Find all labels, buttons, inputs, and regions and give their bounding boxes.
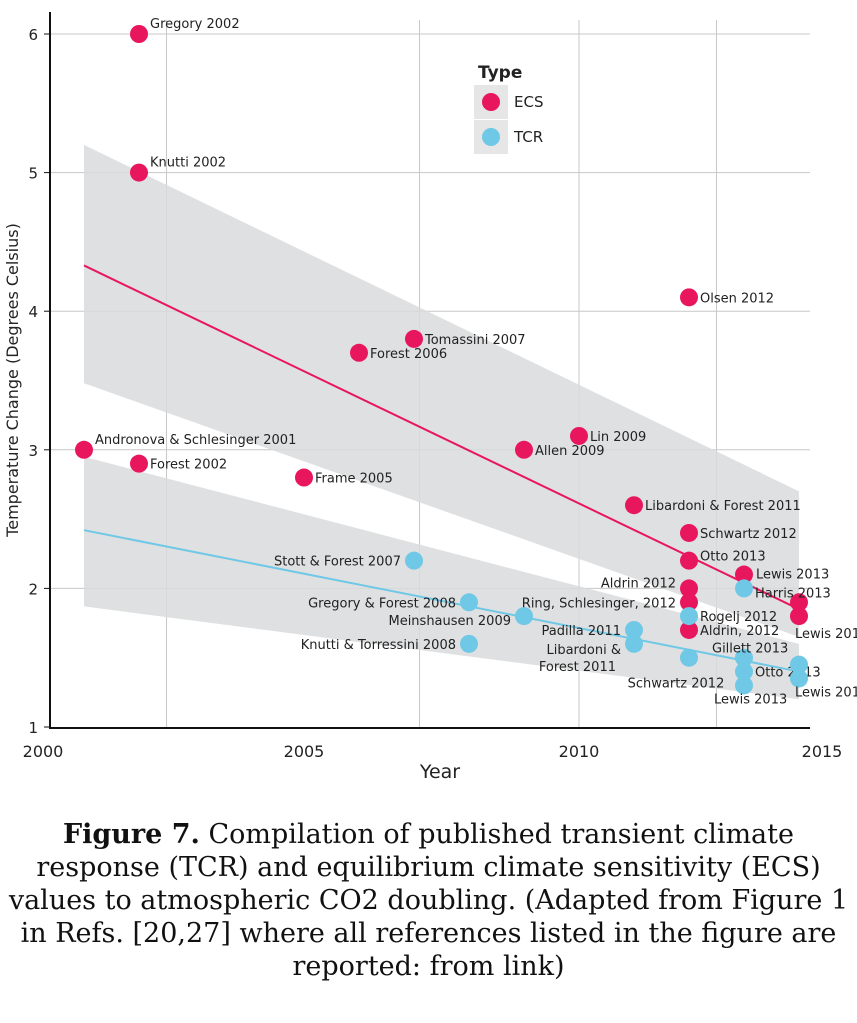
point-label: Forest 2002 (150, 458, 227, 473)
point-label: Lin 2009 (590, 430, 646, 445)
data-point-tcr (735, 676, 753, 695)
point-label: Olsen 2012 (700, 291, 774, 306)
point-label: Lewis 2013 (714, 692, 787, 707)
point-label: Tomassini 2007 (424, 333, 526, 348)
trend-line-ecs (83, 264, 800, 611)
data-point-ecs (515, 440, 533, 459)
trend-line-tcr (83, 529, 800, 673)
data-point-ecs (790, 593, 808, 612)
point-label: Harris 2013 (755, 586, 831, 601)
point-label: Lewis 2014 (795, 627, 857, 642)
data-point-ecs (680, 620, 698, 639)
data-point-ecs (680, 523, 698, 542)
y-tick-label: 1 (28, 719, 38, 737)
data-point-tcr (735, 662, 753, 681)
point-label: Lewis 2013 (756, 568, 829, 583)
legend-marker-ecs (482, 93, 500, 111)
data-point-tcr (405, 551, 423, 570)
x-tick-label: 2010 (559, 742, 600, 761)
point-label: Lewis 2014 (795, 685, 857, 700)
legend-label-ecs: ECS (514, 93, 543, 111)
data-point-ecs (350, 343, 368, 362)
caption-text: Compilation of published transient clima… (8, 819, 849, 982)
data-point-tcr (515, 607, 533, 626)
confidence-band-ecs (84, 144, 799, 637)
data-point-ecs (680, 288, 698, 307)
point-label: Otto 2013 (700, 550, 766, 565)
y-tick-label: 6 (28, 26, 38, 44)
figure-caption: Figure 7. Compilation of published trans… (0, 818, 857, 983)
confidence-band-tcr (84, 456, 799, 700)
data-point-tcr (735, 579, 753, 598)
point-label: Schwartz 2012 (628, 677, 725, 692)
point-label: Forest 2006 (370, 347, 447, 362)
y-tick-label: 2 (28, 580, 38, 598)
point-label: Gregory 2002 (150, 17, 240, 32)
data-point-ecs (75, 440, 93, 459)
data-point-ecs (680, 593, 698, 612)
point-label: Libardoni & Forest 2011 (645, 499, 801, 514)
x-tick-label: 2005 (284, 742, 325, 761)
point-label: Ring, Schlesinger, 2012 (522, 596, 676, 611)
point-label: Otto 2013 (755, 666, 821, 681)
point-label: Knutti & Torressini 2008 (301, 638, 456, 653)
legend-title: Type (478, 63, 522, 83)
point-label: Knutti 2002 (150, 156, 226, 171)
point-label: Allen 2009 (535, 444, 605, 459)
y-tick-label: 4 (28, 303, 38, 321)
point-label: Meinshausen 2009 (388, 614, 511, 629)
point-label: Gregory & Forest 2008 (308, 596, 456, 611)
data-point-ecs (405, 329, 423, 348)
legend-label-tcr: TCR (513, 128, 543, 146)
point-label: Aldrin 2012 (601, 576, 676, 591)
data-point-tcr (625, 620, 643, 639)
x-tick-label: 2000 (23, 742, 64, 761)
point-label: Andronova & Schlesinger 2001 (95, 433, 296, 448)
data-point-tcr (790, 655, 808, 674)
data-point-ecs (790, 607, 808, 626)
y-axis-title: Temperature Change (Degrees Celsius) (3, 223, 22, 538)
y-tick-label: 3 (28, 442, 38, 460)
data-point-ecs (680, 579, 698, 598)
data-point-ecs (625, 496, 643, 515)
data-point-tcr (625, 634, 643, 653)
point-label: Padilla 2011 (542, 624, 622, 639)
data-point-ecs (295, 468, 313, 487)
point-label: Stott & Forest 2007 (274, 555, 401, 570)
data-point-ecs (130, 163, 148, 182)
x-tick-label: 2015 (802, 742, 843, 761)
data-point-tcr (680, 648, 698, 667)
point-label: Schwartz 2012 (700, 527, 797, 542)
legend-marker-tcr (482, 128, 500, 146)
data-point-ecs (735, 565, 753, 584)
data-point-ecs (680, 551, 698, 570)
x-axis-title: Year (419, 761, 460, 783)
point-label: Frame 2005 (315, 472, 393, 487)
point-label: Forest 2011 (539, 660, 616, 675)
point-label: Rogelj 2012 (700, 610, 777, 625)
data-point-tcr (790, 669, 808, 688)
data-point-tcr (460, 593, 478, 612)
data-point-ecs (130, 454, 148, 473)
data-point-tcr (680, 607, 698, 626)
point-label: Aldrin, 2012 (700, 624, 779, 639)
point-label: Gillett 2013 (712, 642, 788, 657)
data-point-tcr (460, 634, 478, 653)
caption-label: Figure 7. (62, 819, 200, 850)
scatter-chart: 1 2 3 4 5 6 2000 2005 2010 2015 Year Temperature Ch… (3, 12, 857, 783)
data-point-ecs (130, 25, 148, 43)
y-tick-label: 5 (28, 165, 38, 183)
data-point-ecs (570, 426, 588, 445)
point-label: Libardoni & (546, 643, 621, 658)
data-point-tcr (735, 648, 753, 667)
